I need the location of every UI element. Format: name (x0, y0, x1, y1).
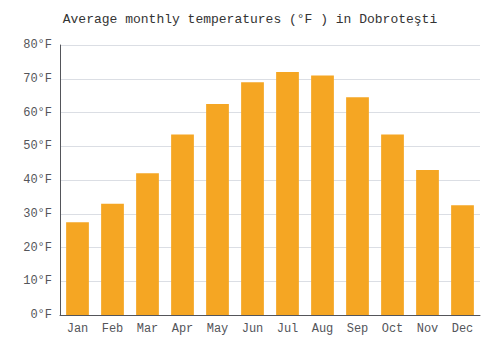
svg-text:Dec: Dec (452, 322, 474, 336)
svg-text:Jan: Jan (67, 322, 89, 336)
svg-text:10°F: 10°F (23, 274, 52, 288)
svg-text:50°F: 50°F (23, 139, 52, 153)
svg-text:0°F: 0°F (30, 308, 52, 322)
svg-text:40°F: 40°F (23, 173, 52, 187)
svg-text:Aug: Aug (312, 322, 334, 336)
svg-text:80°F: 80°F (23, 38, 52, 52)
svg-text:Oct: Oct (382, 322, 404, 336)
svg-text:Jun: Jun (242, 322, 264, 336)
svg-text:30°F: 30°F (23, 207, 52, 221)
svg-text:Apr: Apr (172, 322, 194, 336)
svg-text:Mar: Mar (137, 322, 159, 336)
svg-text:60°F: 60°F (23, 106, 52, 120)
svg-text:20°F: 20°F (23, 241, 52, 255)
svg-text:Sep: Sep (347, 322, 369, 336)
svg-text:Feb: Feb (102, 322, 124, 336)
svg-text:Average monthly temperatures (: Average monthly temperatures (°F ) in Do… (63, 12, 438, 27)
svg-text:Nov: Nov (417, 322, 439, 336)
svg-text:May: May (207, 322, 229, 336)
svg-text:Jul: Jul (277, 322, 299, 336)
svg-text:70°F: 70°F (23, 72, 52, 86)
